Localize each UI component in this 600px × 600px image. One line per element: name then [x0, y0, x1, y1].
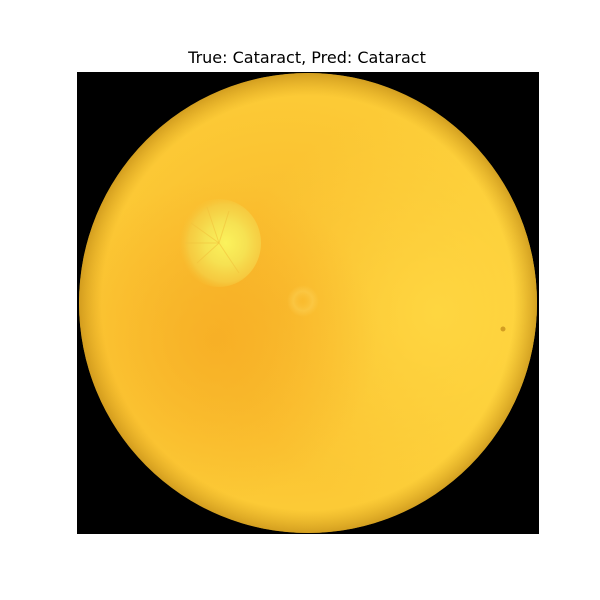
image-axes [77, 72, 539, 534]
fundus-image [79, 73, 537, 533]
figure-title: True: Cataract, Pred: Cataract [0, 48, 600, 68]
fundus-drawing [79, 73, 537, 533]
